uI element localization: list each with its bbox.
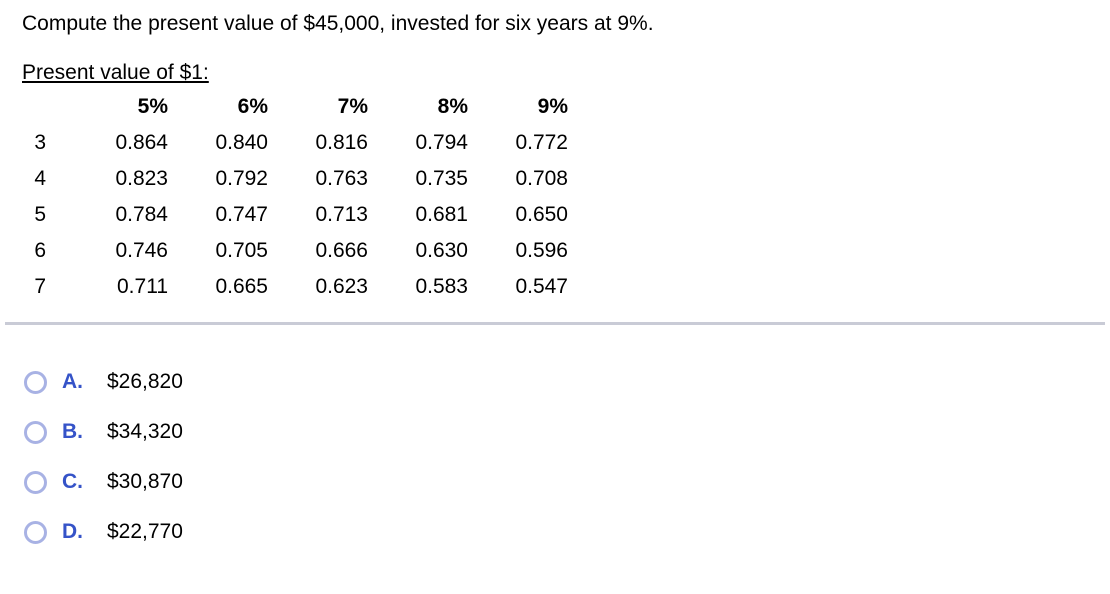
- factor-cell: 0.681: [415, 203, 468, 226]
- column-header: 9%: [537, 95, 568, 118]
- factor-cell: 0.772: [515, 131, 568, 154]
- present-value-table: 5% 6% 7% 8% 9% 3 0.864 0.840 0.816 0.794…: [22, 89, 568, 305]
- factor-cell: 0.708: [515, 167, 568, 190]
- answer-option-b[interactable]: B. $34,320: [24, 407, 1110, 457]
- table-title: Present value of $1:: [22, 61, 209, 84]
- factor-cell: 0.596: [515, 239, 568, 262]
- table-row: 5 0.784 0.747 0.713 0.681 0.650: [22, 197, 568, 233]
- radio-button[interactable]: [24, 470, 47, 494]
- period-cell: 7: [34, 275, 46, 298]
- column-header: 8%: [437, 95, 468, 118]
- factor-cell: 0.792: [215, 167, 268, 190]
- factor-cell: 0.666: [315, 239, 368, 262]
- factor-cell: 0.547: [515, 275, 568, 298]
- factor-cell: 0.711: [117, 275, 168, 298]
- radio-button[interactable]: [24, 520, 47, 544]
- answer-option-d[interactable]: D. $22,770: [24, 507, 1110, 557]
- factor-cell: 0.650: [515, 203, 568, 226]
- header-corner-cell: [22, 89, 46, 125]
- table-row: 6 0.746 0.705 0.666 0.630 0.596: [22, 233, 568, 269]
- period-cell: 6: [34, 239, 46, 262]
- option-letter: C.: [62, 470, 83, 493]
- factor-cell: 0.794: [415, 131, 468, 154]
- factor-cell: 0.713: [315, 203, 368, 226]
- factor-cell: 0.840: [215, 131, 268, 154]
- period-cell: 3: [34, 131, 46, 154]
- factor-cell: 0.784: [115, 203, 168, 226]
- factor-cell: 0.823: [115, 167, 168, 190]
- table-row: 3 0.864 0.840 0.816 0.794 0.772: [22, 125, 568, 161]
- radio-button[interactable]: [24, 370, 47, 394]
- factor-cell: 0.735: [415, 167, 468, 190]
- horizontal-divider: [5, 322, 1105, 325]
- factor-cell: 0.623: [315, 275, 368, 298]
- question-prompt: Compute the present value of $45,000, in…: [22, 12, 654, 35]
- option-value: $26,820: [107, 370, 183, 393]
- factor-cell: 0.746: [115, 239, 168, 262]
- answer-option-a[interactable]: A. $26,820: [24, 357, 1110, 407]
- period-cell: 5: [34, 203, 46, 226]
- period-cell: 4: [34, 167, 46, 190]
- answer-option-c[interactable]: C. $30,870: [24, 457, 1110, 507]
- option-letter: A.: [62, 370, 83, 393]
- factor-cell: 0.630: [415, 239, 468, 262]
- factor-cell: 0.583: [415, 275, 468, 298]
- table-header-row: 5% 6% 7% 8% 9%: [22, 89, 568, 125]
- table-row: 7 0.711 0.665 0.623 0.583 0.547: [22, 269, 568, 305]
- table-row: 4 0.823 0.792 0.763 0.735 0.708: [22, 161, 568, 197]
- option-value: $34,320: [107, 420, 183, 443]
- column-header: 6%: [237, 95, 268, 118]
- factor-cell: 0.864: [115, 131, 168, 154]
- option-value: $22,770: [107, 520, 183, 543]
- option-value: $30,870: [107, 470, 183, 493]
- factor-cell: 0.665: [215, 275, 268, 298]
- factor-cell: 0.705: [215, 239, 268, 262]
- radio-button[interactable]: [24, 420, 47, 444]
- factor-cell: 0.816: [315, 131, 368, 154]
- factor-cell: 0.747: [215, 203, 268, 226]
- column-header: 7%: [337, 95, 368, 118]
- answer-options: A. $26,820 B. $34,320 C. $30,870 D. $22,…: [22, 357, 1110, 557]
- column-header: 5%: [137, 95, 168, 118]
- option-letter: D.: [62, 520, 83, 543]
- option-letter: B.: [62, 420, 83, 443]
- factor-cell: 0.763: [315, 167, 368, 190]
